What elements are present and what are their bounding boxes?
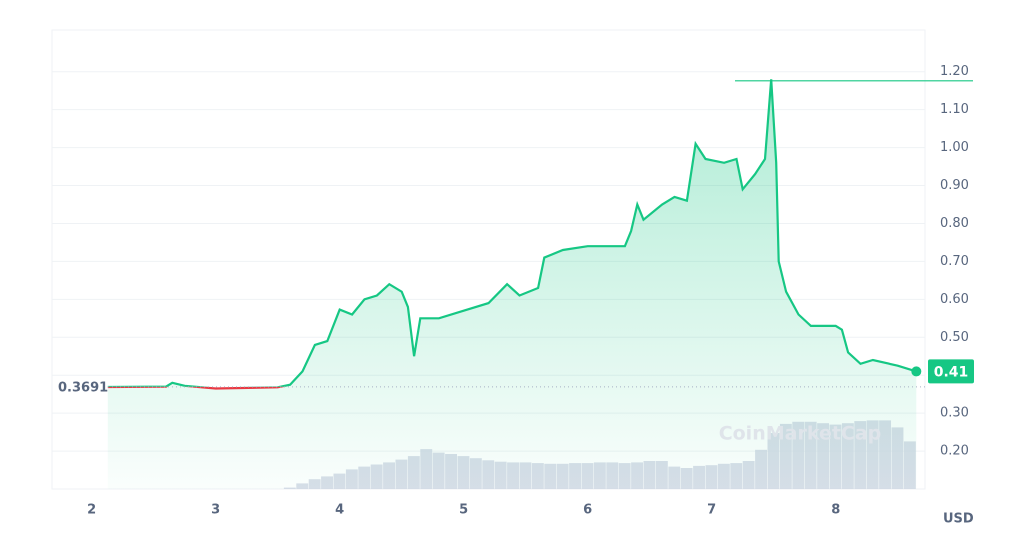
y-tick-label: 0.20 — [940, 444, 969, 459]
x-tick-label: 3 — [211, 503, 220, 518]
x-tick-label: 5 — [459, 503, 468, 518]
price-area — [107, 79, 917, 490]
price-tag — [928, 359, 974, 384]
y-tick-label: 1.20 — [940, 64, 969, 79]
x-tick-label: 2 — [87, 503, 96, 518]
x-tick-label: 4 — [335, 503, 344, 518]
plot: 0.200.300.400.500.600.700.800.901.001.10… — [52, 64, 974, 518]
last-point — [911, 366, 922, 377]
y-tick-label: 0.30 — [940, 406, 969, 421]
y-tick-label: 0.70 — [940, 254, 969, 269]
x-tick-label: 8 — [831, 503, 840, 518]
y-tick-label: 0.80 — [940, 216, 969, 231]
price-line — [107, 79, 917, 387]
y-tick-label: 1.10 — [940, 102, 969, 117]
x-tick-label: 7 — [707, 503, 716, 518]
y-tick-label: 0.60 — [940, 292, 969, 307]
y-tick-label: 0.90 — [940, 178, 969, 193]
y-tick-label: 0.50 — [940, 330, 969, 345]
y-tick-label: 1.00 — [940, 140, 969, 155]
x-tick-label: 6 — [583, 503, 592, 518]
baseline-label: 0.3691 — [58, 380, 108, 395]
currency-label: USD — [943, 512, 974, 527]
price-tag-label: 0.41 — [934, 364, 969, 380]
watermark: CoinMarketCap — [719, 423, 882, 445]
